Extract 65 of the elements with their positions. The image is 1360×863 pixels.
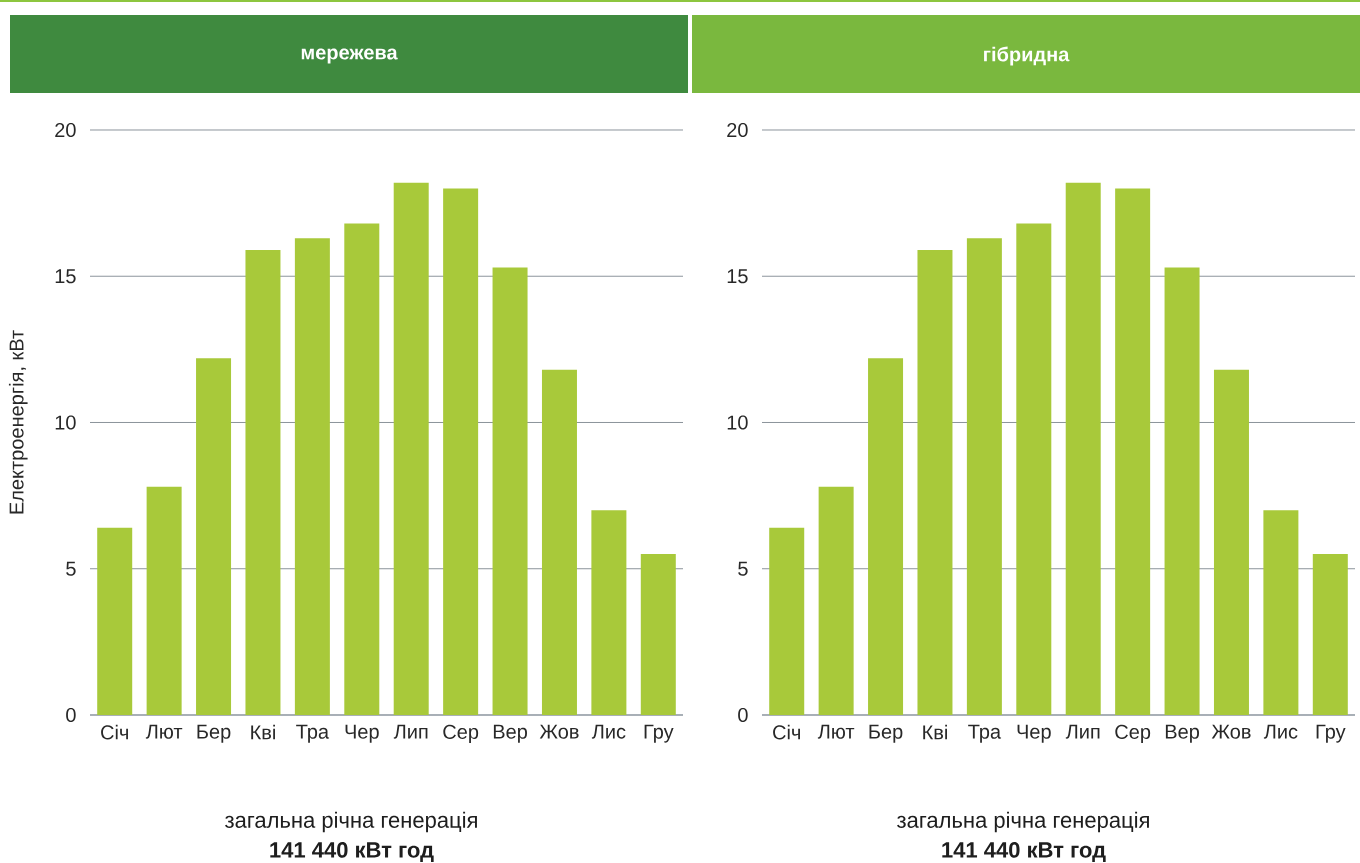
chart-title: гібридна (984, 46, 1070, 66)
bar (97, 527, 133, 715)
x-tick-label: Жов (539, 724, 579, 739)
bar (196, 358, 232, 715)
x-tick-label: Чер (345, 724, 379, 743)
y-tick-label: 20 (55, 122, 76, 138)
x-tick-label: Кві (923, 724, 947, 740)
y-tick-label: 5 (66, 561, 76, 576)
y-tick-label: 15 (55, 269, 76, 284)
x-tick-label: Гру (1316, 724, 1346, 743)
bar (1016, 223, 1052, 715)
x-tick-label: Тра (968, 724, 1002, 743)
text: 141 440 кВт год (942, 842, 1106, 862)
bar (541, 369, 577, 715)
y-tick-label: 5 (738, 561, 748, 576)
bar (818, 486, 854, 715)
bar (1065, 182, 1101, 715)
bar (1115, 188, 1151, 715)
x-tick-label: Чер (1017, 724, 1051, 743)
x-tick-label: Кві (251, 724, 275, 740)
x-tick-label: Вер (1165, 724, 1200, 743)
y-tick-label: 20 (727, 122, 748, 138)
text: загальна річна генерація (225, 811, 477, 833)
x-tick-label: Бер (197, 724, 231, 743)
bar (1312, 554, 1348, 715)
bar (245, 249, 281, 715)
y-tick-label: 0 (738, 707, 748, 723)
bar (917, 249, 953, 715)
x-tick-label: Лис (1263, 724, 1298, 739)
bar (1164, 267, 1200, 715)
bar (591, 510, 627, 715)
bar (868, 358, 904, 715)
y-tick-label: 10 (55, 415, 76, 430)
x-tick-label: Лют (145, 724, 183, 739)
bar (492, 267, 528, 715)
chart-title: мережева (301, 48, 398, 64)
x-tick-label: Лип (393, 724, 428, 739)
bar (769, 527, 805, 715)
x-tick-label: Тра (296, 724, 330, 743)
x-tick-label: Січ (101, 724, 128, 740)
y-axis-title: Електроенергія, кВт (8, 330, 28, 514)
x-tick-label: Лют (817, 724, 855, 739)
text: загальна річна генерація (897, 811, 1149, 833)
bar (640, 554, 676, 715)
bar (294, 238, 330, 715)
y-tick-label: 15 (727, 269, 748, 284)
bar (966, 238, 1002, 715)
bar (344, 223, 380, 715)
x-tick-label: Вер (493, 724, 527, 743)
x-tick-label: Січ (773, 724, 800, 740)
bar (1263, 510, 1299, 715)
text: 141 440 кВт год (270, 842, 434, 862)
y-tick-label: 10 (727, 415, 748, 430)
bar (443, 188, 479, 715)
x-tick-label: Гру (644, 724, 674, 743)
x-tick-label: Сер (443, 724, 479, 743)
x-tick-label: Жов (1211, 724, 1251, 739)
x-tick-label: Лис (591, 724, 626, 739)
bar (393, 182, 429, 715)
x-tick-label: Лип (1065, 724, 1100, 739)
x-tick-label: Бер (869, 724, 903, 743)
x-tick-label: Сер (1115, 724, 1151, 743)
y-tick-label: 0 (66, 707, 76, 723)
bar (146, 486, 182, 715)
bar (1213, 369, 1249, 715)
